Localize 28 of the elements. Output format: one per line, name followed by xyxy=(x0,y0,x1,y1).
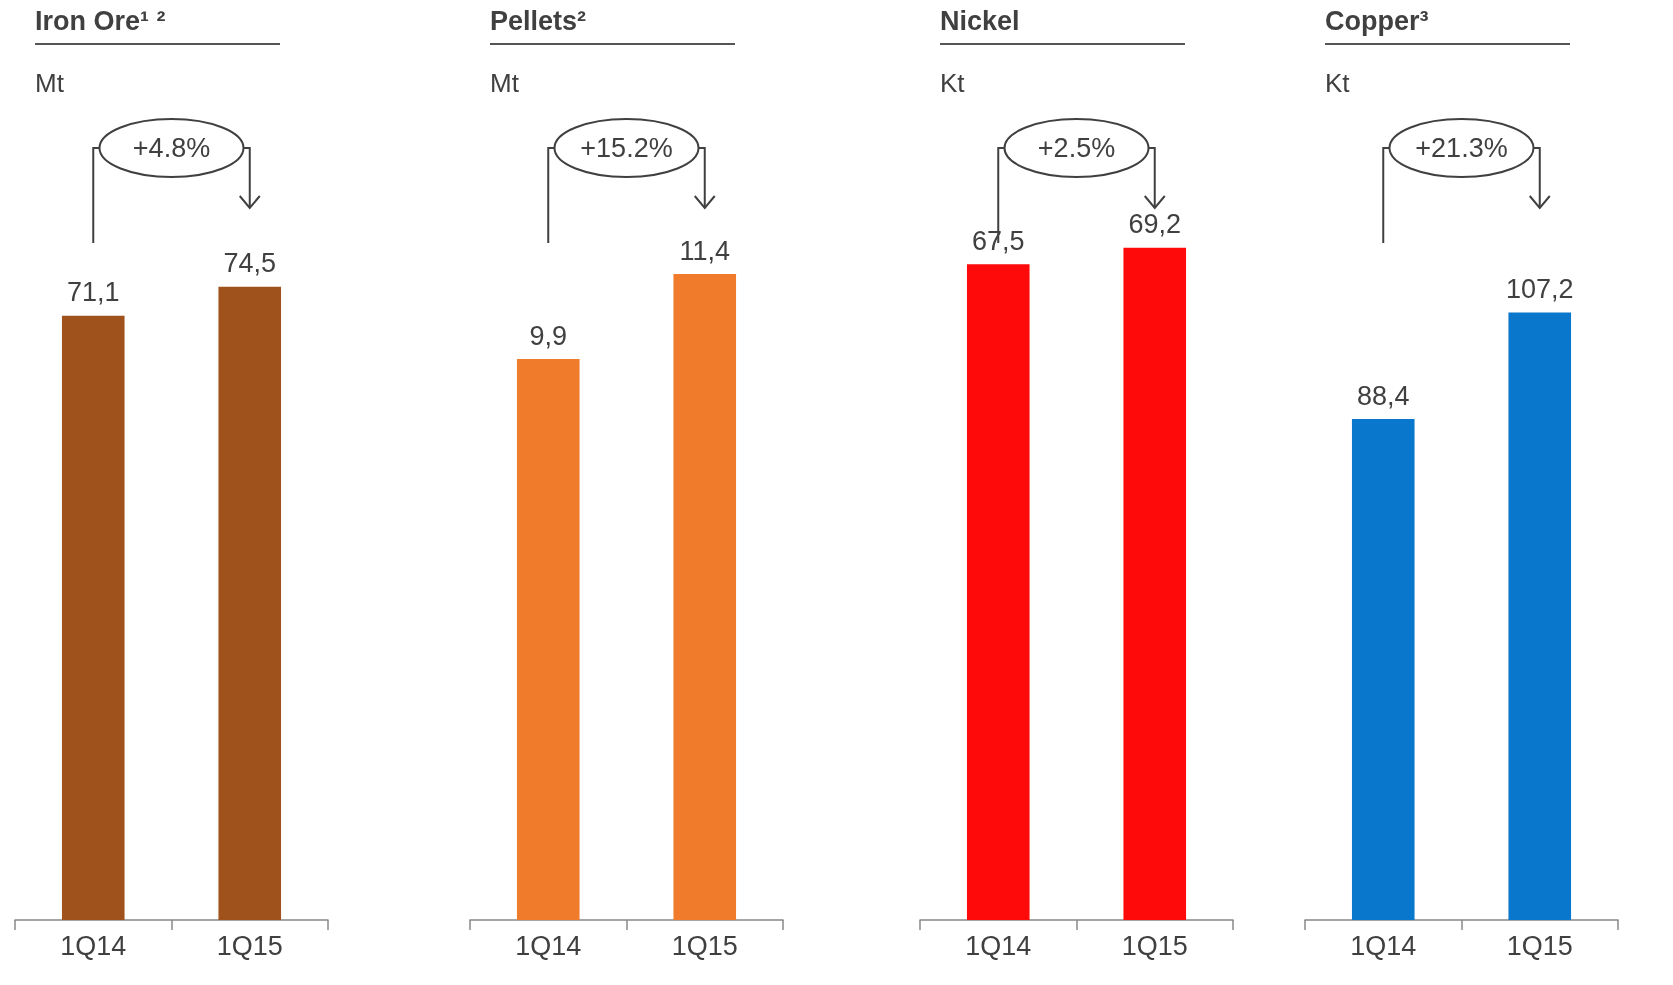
y-axis-title: Mt xyxy=(490,68,519,99)
x-tick-label: 1Q14 xyxy=(1350,930,1417,961)
data-label: 67,5 xyxy=(971,225,1025,256)
x-tick-label: 1Q15 xyxy=(671,930,738,961)
y-axis-title: Kt xyxy=(940,68,965,99)
x-tick-label: 1Q15 xyxy=(1121,930,1188,961)
x-tick-label: 1Q15 xyxy=(1506,930,1573,961)
chart-title: Nickel xyxy=(940,6,1185,45)
text: +4.8% xyxy=(132,132,211,164)
data-label: 74,5 xyxy=(223,248,277,279)
text: +15.2% xyxy=(580,132,673,164)
data-label: 88,4 xyxy=(1356,380,1410,411)
x-tick-label: 1Q15 xyxy=(216,930,283,961)
data-label: 11,4 xyxy=(679,235,731,266)
chart-title: Pellets² xyxy=(490,6,735,45)
data-label: 71,1 xyxy=(66,277,120,308)
text: +21.3% xyxy=(1415,132,1508,164)
y-axis-title: Kt xyxy=(1325,68,1350,99)
text: +2.5% xyxy=(1037,132,1116,164)
data-label: 69,2 xyxy=(1128,209,1182,240)
data-label: 9,9 xyxy=(529,320,568,351)
data-label: 107,2 xyxy=(1505,274,1574,305)
x-tick-label: 1Q14 xyxy=(965,930,1032,961)
x-tick-label: 1Q14 xyxy=(515,930,582,961)
chart-title: Copper³ xyxy=(1325,6,1570,45)
chart-title: Iron Ore¹ ² xyxy=(35,6,280,45)
y-axis-title: Mt xyxy=(35,68,64,99)
x-tick-label: 1Q14 xyxy=(60,930,127,961)
